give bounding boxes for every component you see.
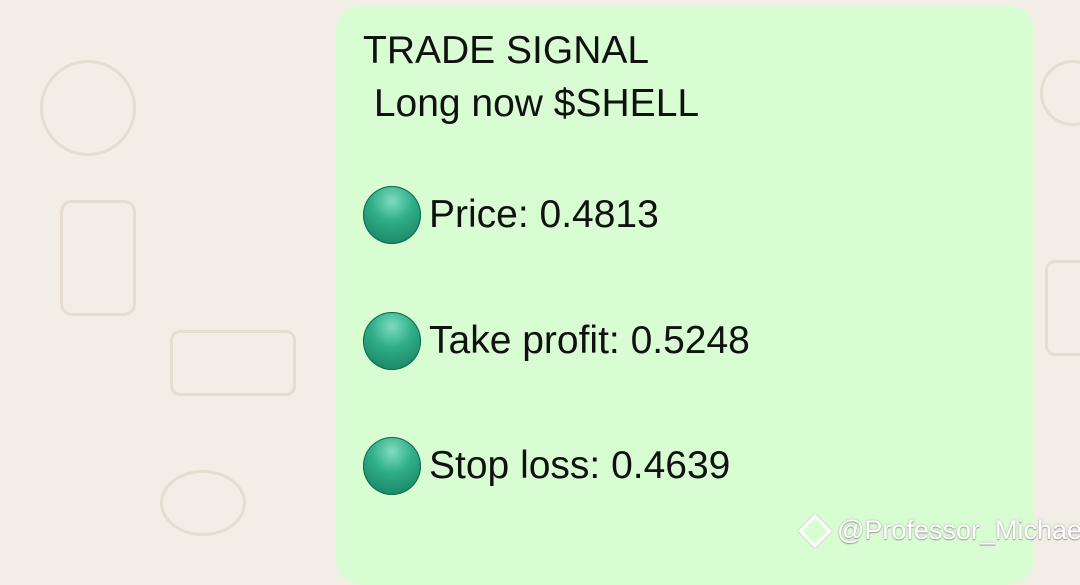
wallpaper-doodle (170, 330, 296, 396)
message-bubble[interactable]: TRADE SIGNAL Long now $SHELL Price: 0.48… (336, 5, 1034, 585)
message-subtitle: Long now $SHELL (363, 82, 700, 125)
green-circle-icon (363, 312, 421, 370)
wallpaper-doodle (1045, 260, 1080, 356)
message-title: TRADE SIGNAL (363, 29, 650, 72)
signal-take-profit: Take profit: 0.5248 (363, 312, 750, 370)
binance-logo-icon (798, 513, 832, 548)
wallpaper-doodle (60, 200, 136, 316)
green-circle-icon (363, 437, 421, 495)
stop-loss-text: Stop loss: 0.4639 (429, 444, 731, 487)
watermark: @Professor_Michael (798, 513, 1080, 548)
wallpaper-doodle (1040, 60, 1080, 126)
price-text: Price: 0.4813 (429, 193, 659, 236)
signal-price: Price: 0.4813 (363, 186, 659, 244)
signal-stop-loss: Stop loss: 0.4639 (363, 437, 730, 495)
wallpaper-doodle (160, 470, 246, 536)
green-circle-icon (363, 186, 421, 244)
take-profit-text: Take profit: 0.5248 (429, 319, 750, 362)
watermark-text: @Professor_Michael (837, 515, 1080, 545)
wallpaper-doodle (40, 60, 136, 156)
